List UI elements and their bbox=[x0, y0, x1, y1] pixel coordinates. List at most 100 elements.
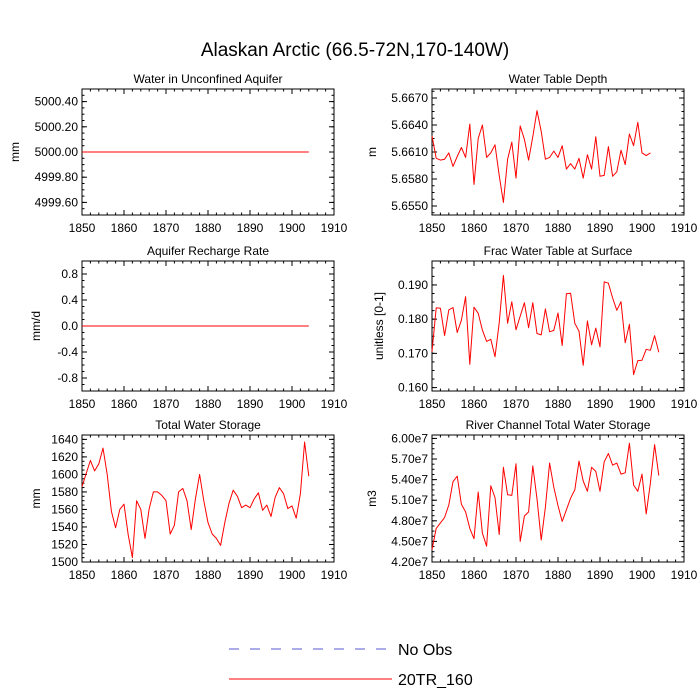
x-tick-label: 1860 bbox=[111, 568, 138, 582]
x-tick-label: 1850 bbox=[69, 568, 96, 582]
x-tick-label: 1900 bbox=[279, 221, 306, 235]
y-tick-label: 4999.80 bbox=[35, 170, 79, 184]
panel-5: Total Water Storage 1850 1860 1870 1880 1890 1… bbox=[29, 418, 348, 582]
x-tick-label: 1860 bbox=[461, 221, 488, 235]
series-line-20TR_160 bbox=[431, 110, 651, 203]
x-tick-label: 1890 bbox=[237, 568, 264, 582]
y-axis-label: mm bbox=[29, 489, 43, 509]
figure-title: Alaskan Arctic (66.5-72N,170-140W) bbox=[201, 40, 509, 61]
y-tick-label: 4.20e7 bbox=[391, 555, 428, 569]
series-line-20TR_160 bbox=[431, 274, 660, 376]
y-tick-label: 1620 bbox=[51, 450, 78, 464]
x-tick-label: 1860 bbox=[111, 221, 138, 235]
y-axis-label: m3 bbox=[365, 490, 379, 507]
y-tick-label: -0.8 bbox=[57, 371, 78, 385]
x-tick-label: 1910 bbox=[671, 397, 698, 411]
y-tick-label: 5000.00 bbox=[35, 145, 79, 159]
legend: No Obs 20TR_160 bbox=[229, 642, 473, 689]
x-tick-label: 1890 bbox=[587, 397, 614, 411]
y-tick-label: 0.160 bbox=[398, 381, 428, 395]
y-axis-label: m bbox=[365, 147, 379, 157]
y-tick-label: 5.6580 bbox=[391, 172, 428, 186]
y-tick-label: 0.180 bbox=[398, 312, 428, 326]
y-tick-label: 6.00e7 bbox=[391, 431, 428, 445]
x-tick-label: 1880 bbox=[545, 221, 572, 235]
x-tick-label: 1870 bbox=[503, 221, 530, 235]
y-tick-label: 5.6670 bbox=[391, 91, 428, 105]
panel-title: River Channel Total Water Storage bbox=[466, 418, 651, 432]
y-tick-label: 1600 bbox=[51, 467, 78, 481]
plot-frame bbox=[431, 260, 685, 392]
y-tick-label: 4.80e7 bbox=[391, 514, 428, 528]
x-tick-label: 1890 bbox=[587, 568, 614, 582]
y-tick-label: 5.10e7 bbox=[391, 493, 428, 507]
legend-obs-label: No Obs bbox=[398, 642, 452, 659]
y-tick-label: 1580 bbox=[51, 485, 78, 499]
x-tick-label: 1850 bbox=[419, 568, 446, 582]
y-tick-label: 0.8 bbox=[61, 267, 78, 281]
y-tick-label: -0.4 bbox=[57, 345, 78, 359]
x-tick-label: 1870 bbox=[153, 568, 180, 582]
y-tick-label: 1500 bbox=[51, 555, 78, 569]
x-tick-label: 1850 bbox=[419, 221, 446, 235]
series-line-20TR_160 bbox=[81, 441, 310, 559]
x-tick-label: 1890 bbox=[237, 397, 264, 411]
y-tick-label: 1540 bbox=[51, 520, 78, 534]
y-axis-label: mm bbox=[8, 142, 22, 162]
x-tick-label: 1890 bbox=[237, 221, 264, 235]
y-tick-label: 1520 bbox=[51, 537, 78, 551]
y-tick-label: 0.0 bbox=[61, 319, 78, 333]
x-tick-label: 1870 bbox=[503, 397, 530, 411]
y-tick-label: 0.4 bbox=[61, 293, 78, 307]
x-tick-label: 1910 bbox=[671, 221, 698, 235]
y-tick-label: 0.190 bbox=[398, 278, 428, 292]
panel-title: Total Water Storage bbox=[155, 418, 261, 432]
legend-model-label: 20TR_160 bbox=[398, 672, 473, 689]
x-tick-label: 1850 bbox=[69, 221, 96, 235]
x-tick-label: 1900 bbox=[629, 397, 656, 411]
y-axis-label: unitless [0-1] bbox=[372, 292, 386, 360]
panel-4: Frac Water Table at Surface 1850 1860 1870 1… bbox=[372, 244, 698, 411]
x-tick-label: 1880 bbox=[545, 397, 572, 411]
y-tick-label: 5.6550 bbox=[391, 199, 428, 213]
x-tick-label: 1880 bbox=[195, 568, 222, 582]
y-axis-label: mm/d bbox=[29, 311, 43, 341]
y-tick-label: 5.6610 bbox=[391, 145, 428, 159]
panel-title: Aquifer Recharge Rate bbox=[147, 244, 269, 258]
x-tick-label: 1910 bbox=[321, 568, 348, 582]
y-tick-label: 5.70e7 bbox=[391, 452, 428, 466]
y-tick-label: 5000.20 bbox=[35, 120, 79, 134]
x-tick-label: 1880 bbox=[545, 568, 572, 582]
x-tick-label: 1880 bbox=[195, 221, 222, 235]
x-tick-label: 1910 bbox=[671, 568, 698, 582]
y-tick-label: 1560 bbox=[51, 502, 78, 516]
panel-2: Water Table Depth 1850 1860 1870 1880 1890 190… bbox=[365, 72, 698, 235]
panel-title: Frac Water Table at Surface bbox=[484, 244, 633, 258]
x-tick-label: 1900 bbox=[629, 568, 656, 582]
y-tick-label: 0.170 bbox=[398, 346, 428, 360]
x-tick-label: 1860 bbox=[111, 397, 138, 411]
x-tick-label: 1890 bbox=[587, 221, 614, 235]
x-tick-label: 1870 bbox=[153, 221, 180, 235]
x-tick-label: 1870 bbox=[503, 568, 530, 582]
x-tick-label: 1860 bbox=[461, 568, 488, 582]
y-tick-label: 5.40e7 bbox=[391, 473, 428, 487]
x-tick-label: 1900 bbox=[279, 568, 306, 582]
x-tick-label: 1910 bbox=[321, 397, 348, 411]
x-tick-label: 1870 bbox=[153, 397, 180, 411]
x-tick-label: 1910 bbox=[321, 221, 348, 235]
y-tick-label: 5000.40 bbox=[35, 95, 79, 109]
series-line-20TR_160 bbox=[431, 442, 660, 550]
x-tick-label: 1860 bbox=[461, 397, 488, 411]
panel-6: River Channel Total Water Storage 1850 186… bbox=[365, 418, 698, 582]
plot-frame bbox=[431, 88, 685, 216]
panel-title: Water in Unconfined Aquifer bbox=[134, 72, 283, 86]
x-tick-label: 1880 bbox=[195, 397, 222, 411]
y-tick-label: 4999.60 bbox=[35, 195, 79, 209]
chart-panels: Water in Unconfined Aquifer 1850 1860 1870 1… bbox=[8, 72, 698, 582]
x-tick-label: 1850 bbox=[69, 397, 96, 411]
y-tick-label: 5.6640 bbox=[391, 118, 428, 132]
panel-title: Water Table Depth bbox=[509, 72, 608, 86]
panel-1: Water in Unconfined Aquifer 1850 1860 1870 1… bbox=[8, 72, 348, 235]
